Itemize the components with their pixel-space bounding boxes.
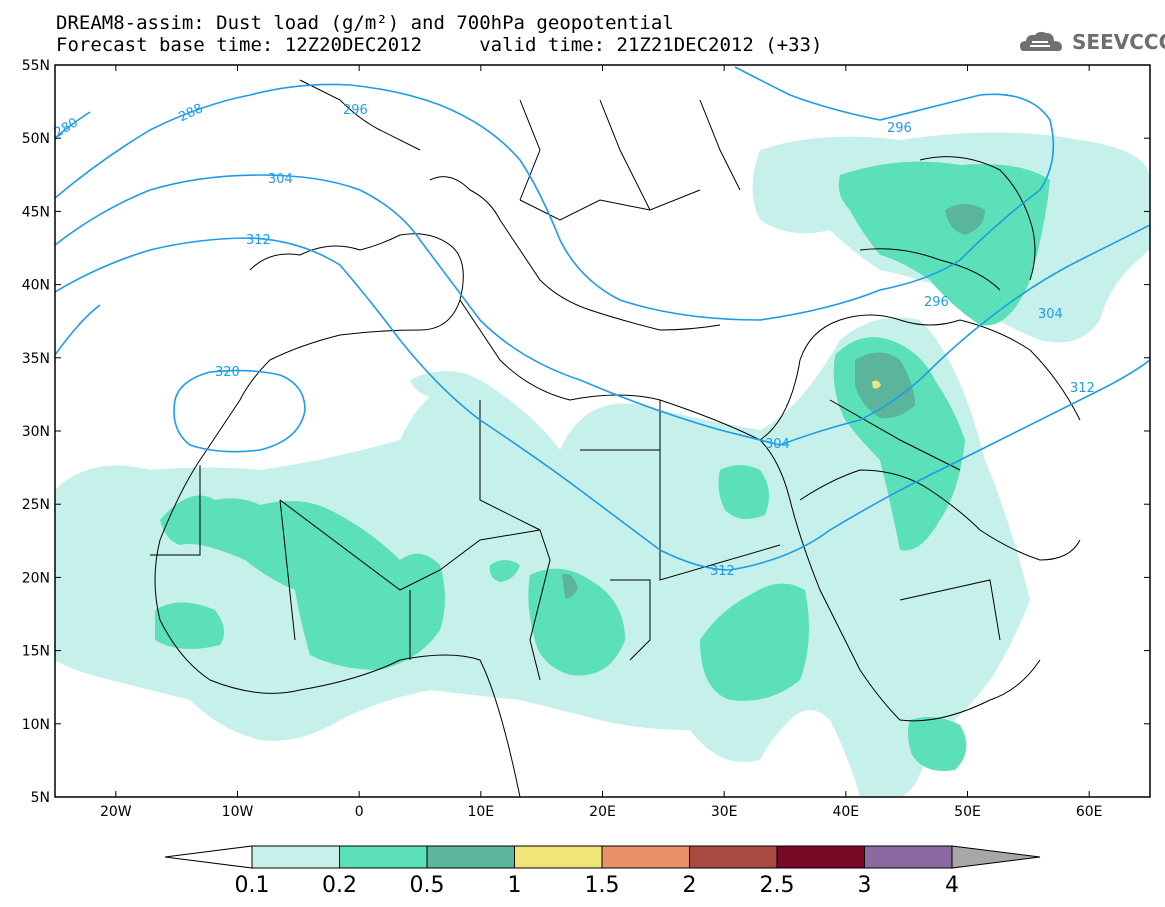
lat-tick-label: 20N [22, 570, 50, 586]
contour-label-320: 320 [215, 365, 240, 380]
lat-tick-label: 35N [22, 351, 50, 367]
dust-level-05 [562, 204, 985, 599]
map-title: DREAM8-assim: Dust load (g/m²) and 700hP… [56, 12, 674, 34]
lon-tick-label: 0 [355, 804, 364, 820]
lat-tick-label: 30N [22, 424, 50, 440]
geopotential-contours [55, 66, 1150, 571]
contour-label-312: 312 [710, 564, 735, 579]
lon-tick-label: 40E [832, 804, 859, 820]
lat-tick-label: 50N [22, 131, 50, 147]
lon-tick-label: 20W [100, 804, 132, 820]
colorbar-label: 2 [682, 873, 697, 898]
lat-tick-label: 40N [22, 278, 50, 294]
lon-tick-label: 10E [467, 804, 494, 820]
contour-label-288: 288 [177, 101, 206, 125]
contour-label-304: 304 [268, 172, 293, 187]
lon-tick-label: 30E [711, 804, 738, 820]
logo-seevccc: SEEVCCC [1072, 30, 1165, 54]
lon-tick-label: 10W [222, 804, 254, 820]
colorbar-label: 1.5 [584, 873, 620, 898]
lon-tick-label: 20E [589, 804, 616, 820]
country-borders [150, 79, 1081, 797]
colorbar-label: 3 [857, 873, 872, 898]
lon-tick-label: 50E [954, 804, 981, 820]
contour-label-296: 296 [343, 103, 368, 118]
cloud-icon [1020, 31, 1062, 52]
forecast-times: Forecast base time: 12Z20DEC2012 valid t… [56, 34, 823, 56]
lon-tick-label: 60E [1076, 804, 1103, 820]
lat-tick-label: 15N [22, 644, 50, 660]
lat-tick-label: 45N [22, 204, 50, 220]
lat-tick-label: 10N [22, 717, 50, 733]
contour-label-312: 312 [246, 233, 271, 248]
lat-tick-label: 5N [31, 790, 50, 806]
colorbar-label: 4 [945, 873, 959, 898]
colorbar-label: 1 [507, 873, 522, 898]
axis-ticks: 20W 10W 0 10E 20E 30E 40E 50E 60E 55N 50N 45N 40N 35N… [22, 58, 1150, 820]
dust-level-10 [872, 380, 881, 389]
lat-tick-label: 55N [22, 58, 50, 74]
colorbar-label: 0.1 [234, 873, 270, 898]
contour-label-304: 304 [1038, 307, 1063, 322]
contour-label-304: 304 [765, 437, 790, 452]
contour-label-296: 296 [887, 121, 912, 136]
dust-shading [55, 132, 1150, 797]
colorbar-label: 0.2 [322, 873, 357, 898]
contour-label-296: 296 [924, 295, 949, 310]
lat-tick-label: 25N [22, 497, 50, 513]
colorbar-label: 2.5 [759, 873, 795, 898]
contour-label-280: 280 [52, 115, 81, 140]
colorbar-label: 0.5 [409, 873, 445, 898]
contour-label-312: 312 [1070, 381, 1095, 396]
